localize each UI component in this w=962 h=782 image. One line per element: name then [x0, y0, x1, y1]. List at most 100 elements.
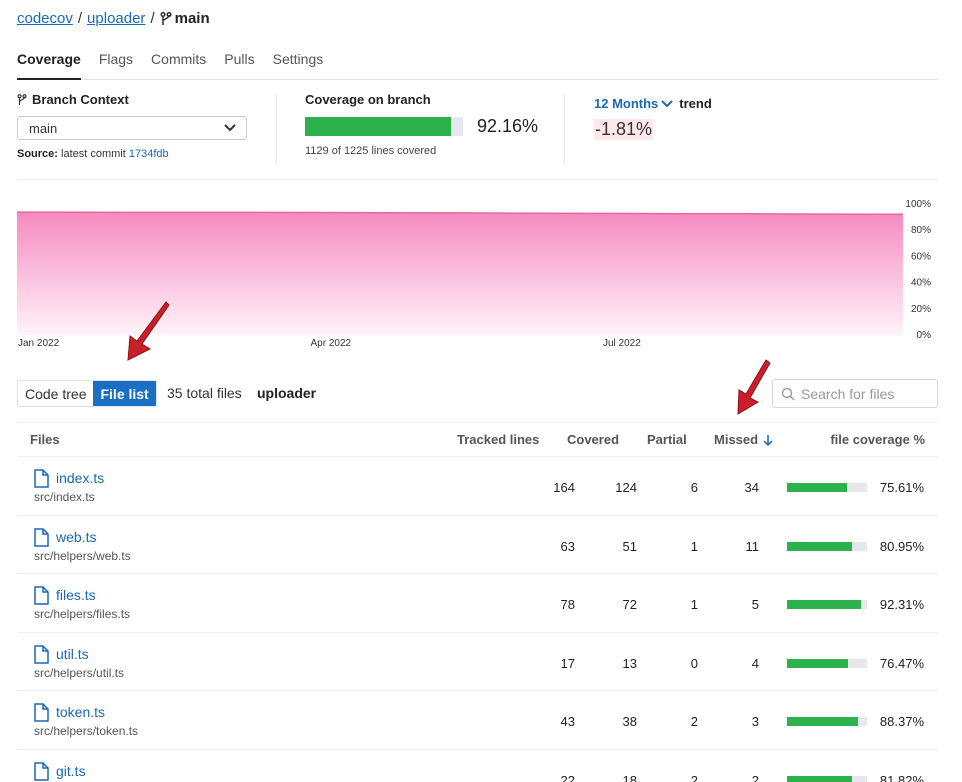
branch-select[interactable]: main [17, 116, 247, 140]
covered-value: 72 [622, 597, 637, 612]
breadcrumb-separator: / [150, 10, 155, 27]
covered-value: 51 [622, 538, 637, 554]
trend-value: -1.81% [594, 119, 654, 140]
covered-value: 38 [622, 714, 637, 729]
file-name-link[interactable]: util.ts [56, 645, 89, 662]
file-path: src/helpers/token.ts [34, 724, 139, 738]
source-text: latest commit [61, 148, 126, 160]
coverage-percentage: 92.16% [477, 116, 539, 136]
header-covered[interactable]: Covered [567, 432, 620, 447]
file-path: src/index.ts [34, 490, 95, 504]
search-icon [781, 387, 795, 400]
y-tick-label: 20% [911, 304, 931, 315]
file-name-link[interactable]: index.ts [56, 470, 105, 486]
x-tick-label: Jul 2022 [603, 338, 641, 349]
missed-value: 4 [751, 655, 759, 671]
covered-value: 18 [622, 772, 637, 782]
coverage-title: Coverage on branch [305, 92, 431, 107]
view-toggle: Code tree File list [17, 380, 157, 407]
file-coverage-bar [787, 600, 867, 609]
tracked-lines-value: 22 [560, 772, 575, 782]
file-name-link[interactable]: git.ts [56, 762, 86, 779]
tab-settings[interactable]: Settings [272, 51, 324, 67]
file-path: src/helpers/files.ts [34, 607, 131, 621]
source-commit-link[interactable]: 1734fdb [128, 148, 169, 160]
table-body: index.ts src/index.ts 164 124 6 34 75.61% web.t… [17, 457, 938, 782]
annotation-arrow-file-list [127, 301, 170, 361]
file-list-button[interactable]: File list [93, 381, 156, 406]
file-coverage-bar [787, 541, 867, 551]
partial-value: 0 [690, 655, 698, 671]
table-row: token.ts src/helpers/token.ts 43 38 2 3 88.37% [17, 691, 938, 750]
file-icon [34, 703, 49, 722]
file-coverage-percent: 92.31% [879, 597, 924, 612]
file-coverage-percent: 75.61% [879, 480, 924, 495]
tab-pulls[interactable]: Pulls [224, 51, 255, 67]
header-files[interactable]: Files [30, 432, 60, 447]
file-coverage-bar [787, 658, 867, 668]
breadcrumb-repo-link[interactable]: uploader [87, 10, 146, 27]
file-icon [34, 469, 49, 488]
tab-coverage[interactable]: Coverage [17, 48, 81, 80]
tab-flags[interactable]: Flags [98, 51, 134, 67]
sort-down-arrow-icon [763, 434, 773, 446]
file-coverage-fill [787, 483, 848, 492]
header-missed-label: Missed [714, 432, 759, 447]
file-coverage-percent: 80.95% [879, 538, 924, 554]
file-icon [34, 527, 49, 547]
file-name-link[interactable]: files.ts [56, 587, 96, 603]
y-tick-label: 40% [911, 278, 931, 289]
divider [276, 94, 277, 164]
tracked-lines-value: 63 [560, 538, 575, 554]
breadcrumb-org-link[interactable]: codecov [17, 10, 73, 27]
missed-value: 5 [751, 597, 759, 612]
branch-name: main [174, 10, 210, 27]
tracked-lines-value: 17 [560, 655, 575, 671]
partial-value: 1 [690, 538, 698, 554]
header-missed[interactable]: Missed [714, 432, 773, 447]
lines-covered-text: 1129 of 1225 lines covered [305, 145, 437, 157]
file-icon [34, 586, 49, 605]
repo-root-label: uploader [257, 385, 317, 401]
table-row: index.ts src/index.ts 164 124 6 34 75.61% [17, 457, 938, 516]
coverage-progress-fill [305, 117, 451, 136]
header-partial[interactable]: Partial [647, 432, 687, 447]
y-tick-label: 100% [905, 199, 931, 210]
table-header: Files Tracked lines Covered Partial Miss… [17, 422, 938, 457]
header-file-coverage[interactable]: file coverage % [830, 432, 925, 447]
coverage-trend-chart: 100% 80% 60% 40% 20% 0% Jan 2022 Apr 2022 Jul 20… [0, 195, 962, 355]
file-coverage-bar [787, 483, 867, 492]
repo-tabs: Coverage Flags Commits Pulls Settings [17, 48, 938, 80]
y-tick-label: 0% [917, 330, 932, 341]
source-label: Source: [17, 148, 58, 160]
file-name-link[interactable]: web.ts [56, 528, 97, 545]
trend-summary: 12 Months trend -1.81% [594, 96, 794, 140]
chevron-down-icon [661, 99, 674, 107]
branch-select-value: main [29, 120, 58, 136]
table-row: web.ts src/helpers/web.ts 63 51 1 11 80.95% [17, 516, 938, 574]
header-tracked-lines[interactable]: Tracked lines [457, 432, 540, 447]
file-coverage-bar [787, 775, 867, 782]
file-coverage-fill [787, 717, 858, 726]
file-coverage-fill [787, 541, 852, 551]
tab-commits[interactable]: Commits [151, 51, 207, 67]
breadcrumb-branch: main [160, 10, 210, 27]
breadcrumb-separator: / [77, 10, 83, 27]
coverage-on-branch: Coverage on branch 92.16% 1129 of 1225 l… [305, 92, 555, 157]
covered-value: 124 [615, 480, 637, 495]
x-tick-label: Jan 2022 [18, 338, 60, 349]
files-table: Files Tracked lines Covered Partial Miss… [17, 422, 938, 782]
coverage-summary: Branch Context main Source: latest commi… [17, 92, 938, 180]
code-tree-button[interactable]: Code tree [25, 385, 87, 402]
branch-context-title: Branch Context [17, 92, 275, 107]
covered-value: 13 [622, 655, 637, 671]
partial-value: 6 [690, 480, 698, 495]
trend-period-label: 12 Months [594, 96, 659, 111]
search-input[interactable]: Search for files [772, 379, 938, 408]
branch-context: Branch Context main Source: latest commi… [17, 92, 275, 160]
trend-period-select[interactable]: 12 Months [594, 96, 674, 111]
file-name-link[interactable]: token.ts [56, 704, 106, 720]
trend-label: trend [679, 96, 712, 111]
file-list-toolbar: Code tree File list 35 total files uploa… [17, 379, 938, 408]
tracked-lines-value: 43 [560, 714, 575, 729]
